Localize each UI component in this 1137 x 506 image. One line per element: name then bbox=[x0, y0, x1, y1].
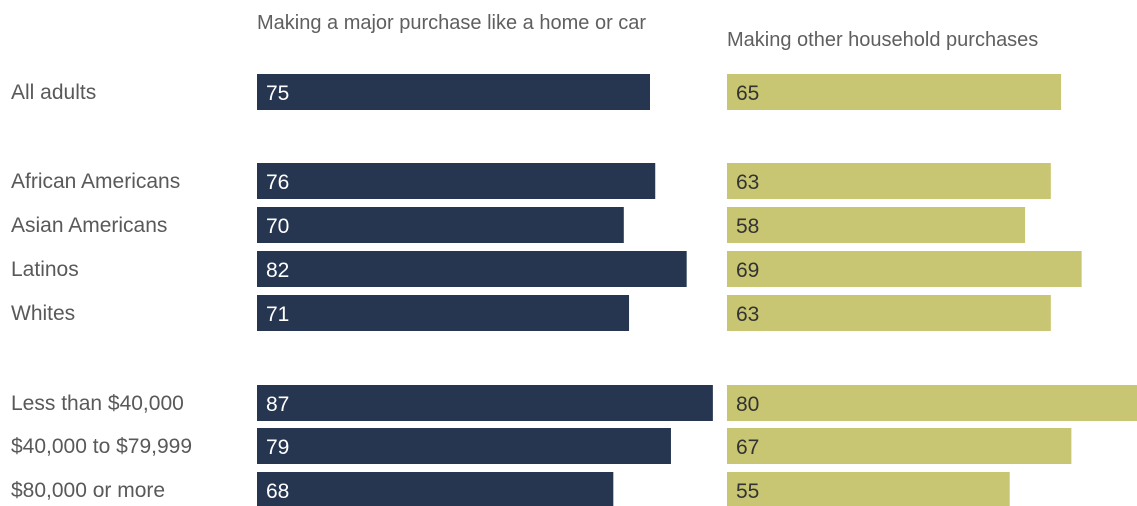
bar-other-asian-americans bbox=[727, 207, 1026, 243]
data-label-major-asian-americans: 70 bbox=[266, 215, 289, 238]
bar-other-all-adults bbox=[727, 74, 1062, 110]
data-label-major-latinos: 82 bbox=[266, 259, 289, 282]
bar-other-less-than-40000 bbox=[727, 385, 1137, 421]
row-label-40000-to-79999: $40,000 to $79,999 bbox=[11, 435, 192, 458]
bar-major-less-than-40000 bbox=[257, 385, 713, 421]
panel-title-major-purchase: Making a major purchase like a home or c… bbox=[257, 12, 647, 34]
bar-other-40000-to-79999 bbox=[727, 428, 1072, 464]
bar-major-latinos bbox=[257, 251, 687, 287]
data-label-other-80000-or-more: 55 bbox=[736, 480, 759, 503]
data-label-major-less-than-40000: 87 bbox=[266, 393, 289, 416]
data-label-other-whites: 63 bbox=[736, 303, 759, 326]
data-label-major-80000-or-more: 68 bbox=[266, 480, 289, 503]
row-label-all-adults: All adults bbox=[11, 81, 96, 104]
row-label-whites: Whites bbox=[11, 302, 75, 325]
row-label-asian-americans: Asian Americans bbox=[11, 214, 167, 237]
data-label-other-40000-to-79999: 67 bbox=[736, 436, 759, 459]
bar-major-40000-to-79999 bbox=[257, 428, 671, 464]
data-label-other-all-adults: 65 bbox=[736, 82, 759, 105]
row-label-less-than-40000: Less than $40,000 bbox=[11, 392, 184, 415]
row-label-latinos: Latinos bbox=[11, 258, 79, 281]
bar-other-latinos bbox=[727, 251, 1082, 287]
bar-other-african-americans bbox=[727, 163, 1051, 199]
row-label-african-americans: African Americans bbox=[11, 170, 180, 193]
data-label-major-whites: 71 bbox=[266, 303, 289, 326]
data-label-major-40000-to-79999: 79 bbox=[266, 436, 289, 459]
bar-other-whites bbox=[727, 295, 1051, 331]
bar-other-80000-or-more bbox=[727, 472, 1010, 506]
data-label-other-less-than-40000: 80 bbox=[736, 393, 759, 416]
bar-major-whites bbox=[257, 295, 630, 331]
bar-major-asian-americans bbox=[257, 207, 624, 243]
data-label-other-asian-americans: 58 bbox=[736, 215, 759, 238]
data-label-other-african-americans: 63 bbox=[736, 171, 759, 194]
data-label-major-african-americans: 76 bbox=[266, 171, 289, 194]
panel-title-other-purchases: Making other household purchases bbox=[727, 29, 1039, 51]
bar-major-african-americans bbox=[257, 163, 656, 199]
bar-major-all-adults bbox=[257, 74, 650, 110]
row-label-80000-or-more: $80,000 or more bbox=[11, 479, 165, 502]
data-label-other-latinos: 69 bbox=[736, 259, 759, 282]
data-label-major-all-adults: 75 bbox=[266, 82, 289, 105]
bar-major-80000-or-more bbox=[257, 472, 614, 506]
